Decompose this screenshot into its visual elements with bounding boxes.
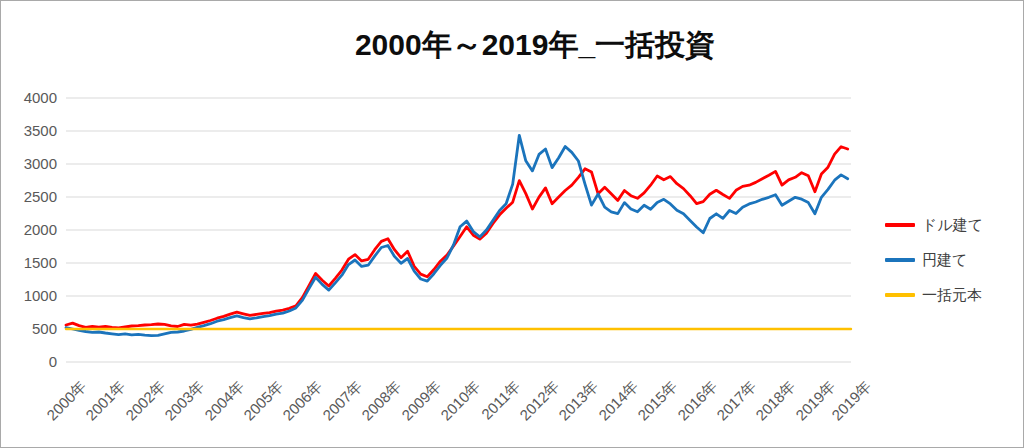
y-axis-label: 2000 [1, 222, 57, 238]
y-axis-label: 3000 [1, 156, 57, 172]
legend-line-yen-icon [885, 258, 915, 262]
legend-line-dollar-icon [885, 223, 915, 227]
chart-image: 2000年～2019年_一括投資 05001000150020002500300… [0, 0, 1024, 448]
legend-item-principal: 一括元本 [885, 287, 983, 303]
y-axis-label: 4000 [1, 90, 57, 106]
legend-item-yen: 円建て [885, 252, 983, 268]
y-axis-label: 3500 [1, 123, 57, 139]
legend-line-principal-icon [885, 293, 915, 297]
y-axis-label: 500 [1, 321, 57, 337]
y-axis-label: 0 [1, 354, 57, 370]
legend-label-yen: 円建て [922, 251, 967, 270]
legend-label-principal: 一括元本 [922, 286, 982, 305]
legend: ドル建て 円建て 一括元本 [885, 217, 983, 322]
legend-label-dollar: ドル建て [922, 216, 983, 235]
y-axis-label: 2500 [1, 189, 57, 205]
series-line-1 [66, 135, 848, 335]
legend-item-dollar: ドル建て [885, 217, 983, 233]
y-axis-label: 1000 [1, 288, 57, 304]
y-axis-label: 1500 [1, 255, 57, 271]
